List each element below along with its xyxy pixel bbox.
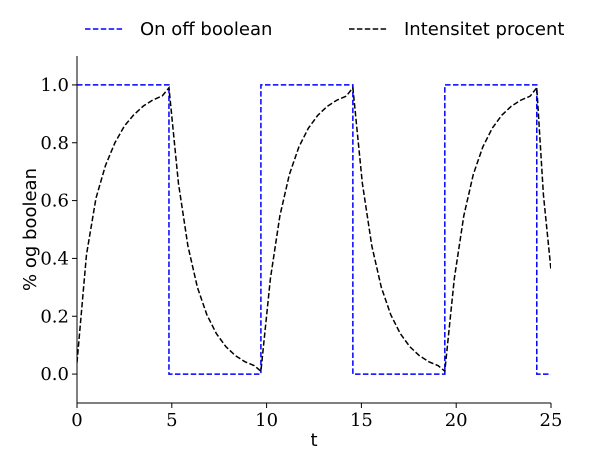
y-tick-label: 0.4 bbox=[40, 248, 69, 269]
legend-label-intensitet-procent: Intensitet procent bbox=[404, 19, 564, 40]
x-tick-label: 10 bbox=[255, 410, 278, 431]
x-tick-label: 15 bbox=[350, 410, 373, 431]
x-tick-label: 20 bbox=[445, 410, 468, 431]
y-axis-label: % og boolean bbox=[20, 168, 41, 291]
y-tick-label: 0.6 bbox=[40, 191, 69, 212]
series-line-on-off-boolean bbox=[77, 84, 551, 375]
x-tick-label: 0 bbox=[71, 410, 82, 431]
x-axis-label: t bbox=[310, 430, 317, 451]
y-tick-label: 0.2 bbox=[40, 306, 69, 327]
x-tick-label: 5 bbox=[166, 410, 177, 431]
series-line-intensitet-procent bbox=[77, 85, 551, 373]
legend-label-on-off-boolean: On off boolean bbox=[140, 19, 272, 40]
y-tick-label: 0.8 bbox=[40, 133, 69, 154]
y-tick-label: 1.0 bbox=[40, 75, 69, 96]
legend: On off boolean Intensitet procent bbox=[85, 19, 564, 40]
y-tick-label: 0.0 bbox=[40, 364, 69, 385]
x-tick-label: 25 bbox=[540, 410, 563, 431]
plot-area bbox=[77, 84, 551, 375]
axes: 0 5 10 15 20 25 0.0 0.2 0.4 0.6 0.8 1.0 t % og boolea… bbox=[20, 56, 562, 451]
